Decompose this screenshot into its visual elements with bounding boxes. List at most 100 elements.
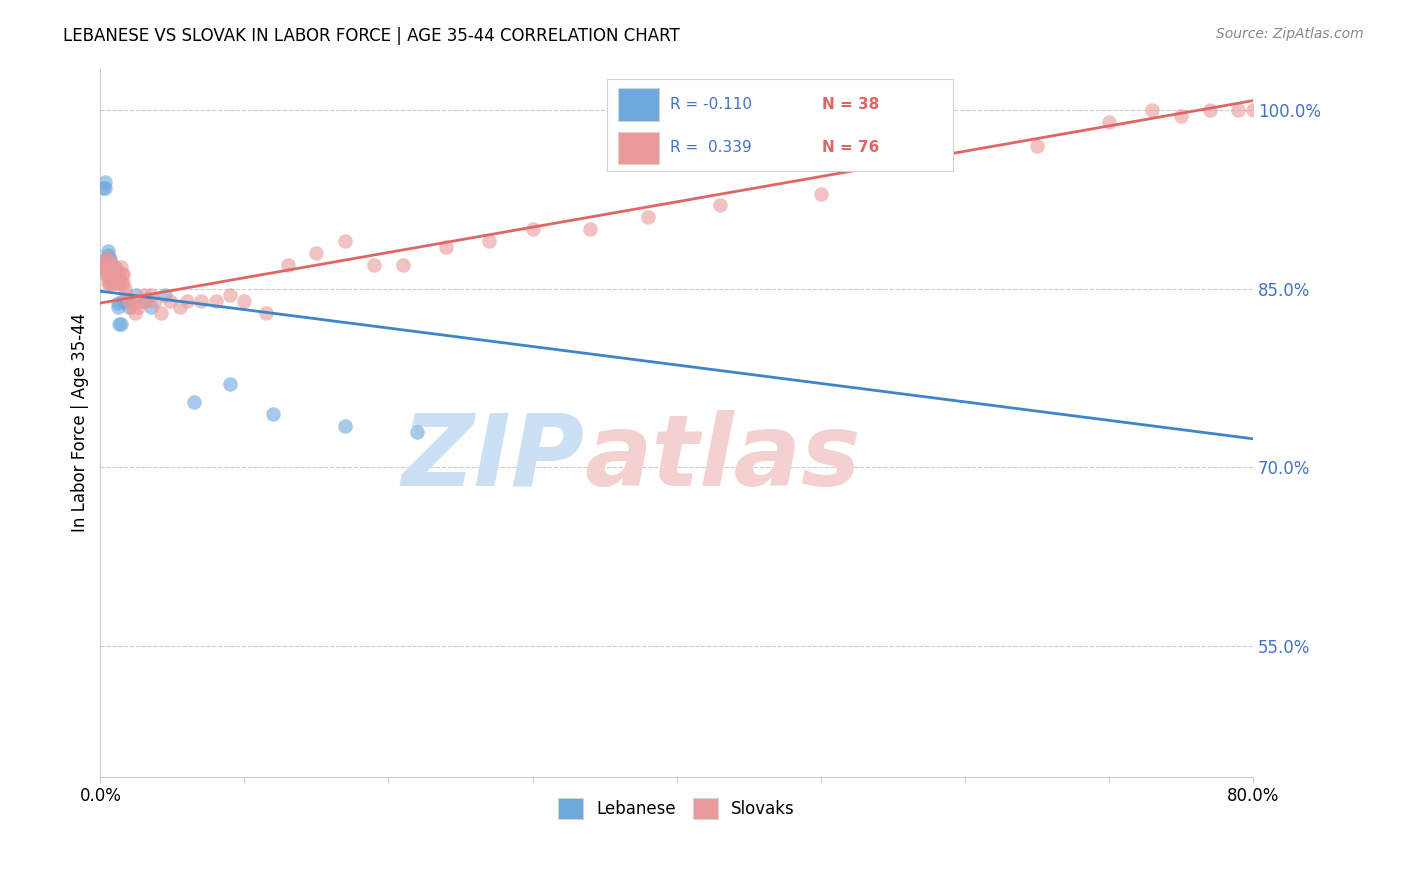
Point — [94, 252, 117, 266]
Point — [149, 305, 172, 319]
Point — [190, 293, 212, 308]
Point — [98, 276, 121, 290]
Point — [127, 300, 149, 314]
Point — [107, 276, 129, 290]
Point — [103, 276, 125, 290]
Point — [125, 287, 148, 301]
Point — [478, 234, 501, 248]
Point — [1227, 103, 1250, 118]
Point — [169, 300, 191, 314]
Point — [104, 268, 127, 282]
Point — [100, 258, 122, 272]
Point — [94, 268, 117, 282]
Point — [100, 260, 122, 275]
Point — [98, 258, 121, 272]
Point — [96, 252, 118, 266]
Point — [1025, 139, 1047, 153]
Point — [91, 258, 114, 272]
Point — [118, 293, 141, 308]
Point — [93, 268, 115, 282]
Point — [112, 276, 135, 290]
Point — [98, 260, 121, 275]
Legend: Lebanese, Slovaks: Lebanese, Slovaks — [551, 791, 801, 825]
Point — [392, 258, 415, 272]
Point — [406, 425, 429, 439]
Point — [132, 293, 155, 308]
Point — [101, 268, 124, 282]
Point — [135, 293, 157, 308]
Point — [219, 287, 242, 301]
Point — [101, 276, 124, 290]
Point — [105, 276, 128, 290]
Point — [101, 260, 124, 275]
Text: atlas: atlas — [585, 409, 860, 507]
Point — [108, 276, 131, 290]
Point — [103, 268, 125, 282]
Point — [183, 395, 205, 409]
Point — [277, 258, 299, 272]
Point — [112, 293, 135, 308]
Point — [233, 293, 256, 308]
Point — [579, 222, 602, 236]
Point — [111, 268, 134, 282]
Point — [93, 260, 115, 275]
Point — [522, 222, 544, 236]
Point — [434, 240, 457, 254]
Point — [139, 287, 162, 301]
Point — [100, 252, 122, 266]
Point — [305, 246, 328, 260]
Point — [108, 268, 131, 282]
Point — [335, 418, 357, 433]
Point — [143, 293, 166, 308]
Point — [108, 318, 131, 332]
Point — [114, 282, 136, 296]
Point — [100, 276, 122, 290]
Point — [810, 186, 832, 201]
Point — [1098, 115, 1121, 129]
Point — [93, 180, 115, 194]
Point — [103, 260, 125, 275]
Point — [124, 305, 146, 319]
Point — [219, 376, 242, 391]
Point — [104, 260, 127, 275]
Point — [176, 293, 198, 308]
Point — [709, 198, 731, 212]
Point — [1170, 109, 1192, 123]
Point — [103, 268, 125, 282]
Point — [118, 300, 141, 314]
Point — [96, 276, 118, 290]
Point — [637, 211, 659, 225]
Point — [98, 264, 121, 278]
Point — [96, 248, 118, 262]
Y-axis label: In Labor Force | Age 35-44: In Labor Force | Age 35-44 — [72, 313, 89, 533]
Point — [139, 300, 162, 314]
Point — [110, 318, 132, 332]
Point — [335, 234, 357, 248]
Point — [104, 260, 127, 275]
Point — [100, 262, 122, 277]
Point — [91, 180, 114, 194]
Text: LEBANESE VS SLOVAK IN LABOR FORCE | AGE 35-44 CORRELATION CHART: LEBANESE VS SLOVAK IN LABOR FORCE | AGE … — [63, 27, 681, 45]
Point — [100, 268, 122, 282]
Point — [132, 287, 155, 301]
Point — [94, 264, 117, 278]
Point — [111, 276, 134, 290]
Point — [103, 275, 125, 289]
Point — [98, 268, 121, 282]
Point — [101, 268, 124, 282]
Point — [105, 268, 128, 282]
Text: ZIP: ZIP — [401, 409, 585, 507]
Point — [1241, 103, 1264, 118]
Point — [363, 258, 385, 272]
Point — [98, 252, 121, 266]
Point — [204, 293, 226, 308]
Point — [96, 268, 118, 282]
Point — [1198, 103, 1220, 118]
Point — [159, 293, 181, 308]
Point — [1140, 103, 1163, 118]
Point — [262, 407, 284, 421]
Point — [104, 276, 127, 290]
Point — [129, 293, 152, 308]
Point — [254, 305, 277, 319]
Point — [112, 268, 135, 282]
